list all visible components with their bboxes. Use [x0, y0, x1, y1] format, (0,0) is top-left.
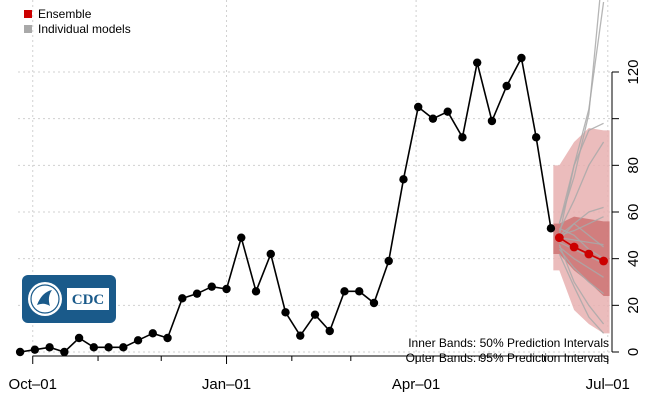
individual-model-line	[558, 141, 605, 231]
y-tick-label: 80	[625, 157, 642, 174]
inner-bands-note: Inner Bands: 50% Prediction Intervals	[408, 336, 609, 350]
individual-model-line	[558, 246, 604, 278]
observed-point	[251, 287, 261, 296]
observed-point	[369, 298, 379, 308]
observed-point	[443, 107, 452, 116]
observed-point	[340, 287, 349, 296]
ensemble-point	[554, 233, 564, 243]
observed-point	[310, 310, 320, 319]
cdc-logo: CDC	[22, 275, 116, 323]
observed-point	[296, 331, 305, 340]
individual-model-line	[558, 253, 605, 334]
individual-model-line	[559, 227, 604, 260]
legend: Ensemble Individual models	[24, 7, 131, 36]
y-tick-label: 0	[625, 348, 642, 356]
series	[15, 53, 608, 357]
y-tick-label: 60	[625, 204, 642, 221]
observed-point	[148, 329, 158, 338]
interval-notes: Inner Bands: 50% Prediction Intervals Ou…	[406, 336, 609, 365]
individual-model-line	[559, 241, 604, 264]
individual-model-line	[558, 248, 604, 295]
y-tick-label: 40	[625, 250, 642, 267]
observed-point	[531, 133, 541, 142]
ensemble-point	[584, 249, 594, 259]
observed-point	[546, 224, 556, 233]
x-tick-label: Apr–01	[392, 376, 440, 393]
axes: Oct–01 Jan–01 Apr–01 Jul–01 0 20 40 60 80 120	[9, 59, 642, 393]
x-tick-label: Jul–01	[586, 376, 630, 393]
observed-point	[89, 343, 99, 352]
observed-point	[119, 343, 128, 352]
observed-point	[74, 333, 84, 343]
observed-point	[325, 326, 334, 336]
observed-point	[207, 282, 216, 291]
observed-point	[428, 114, 438, 123]
observed-point	[15, 347, 25, 357]
observed-point	[281, 308, 290, 317]
individual-models	[558, 0, 605, 334]
observed-point	[458, 133, 467, 142]
observed-point	[192, 289, 202, 298]
outer-bands-note: Outer Bands: 95% Prediction Intervals	[406, 351, 609, 365]
ensemble-line	[558, 236, 604, 262]
observed-point	[237, 233, 246, 242]
individual-model-line	[559, 216, 604, 236]
prediction-intervals	[553, 128, 610, 334]
cdc-logo-text: CDC	[72, 292, 105, 308]
legend-swatch-ensemble	[24, 10, 32, 18]
x-tick-label: Jan–01	[202, 376, 251, 393]
observed-point	[45, 343, 54, 352]
legend-label-individual-models: Individual models	[38, 22, 131, 36]
observed-point	[399, 175, 408, 184]
ensemble-point	[569, 242, 579, 252]
observed-point	[178, 294, 187, 303]
observed-point	[133, 336, 143, 345]
y-tick-label: 120	[625, 59, 642, 84]
x-tick-label: Oct–01	[9, 376, 57, 393]
individual-model-line	[559, 237, 604, 246]
observed-point	[472, 58, 482, 67]
observed-point	[517, 53, 526, 63]
observed-point	[487, 116, 497, 126]
inner-band-50	[553, 216, 610, 296]
observed-point	[30, 345, 40, 354]
observed-point	[222, 284, 231, 294]
observed-point	[104, 343, 113, 352]
individual-model-line	[558, 222, 604, 248]
legend-label-ensemble: Ensemble	[38, 7, 92, 21]
cdc-badge	[67, 288, 109, 310]
observed-point	[414, 102, 423, 112]
observed-point	[355, 287, 364, 296]
observed-point	[502, 81, 511, 91]
legend-swatch-individual-models	[24, 25, 32, 33]
ensemble-point	[599, 256, 608, 266]
observed-point	[384, 256, 393, 266]
observed-point	[163, 333, 172, 343]
observed-point	[266, 249, 275, 259]
individual-model-line	[558, 122, 604, 236]
observed-point	[60, 347, 69, 357]
hhs-seal-ring	[30, 284, 60, 314]
individual-model-line	[558, 1, 605, 224]
hhs-eagle-icon	[37, 290, 52, 306]
y-tick-label: 20	[625, 297, 642, 314]
individual-model-line	[558, 244, 605, 325]
